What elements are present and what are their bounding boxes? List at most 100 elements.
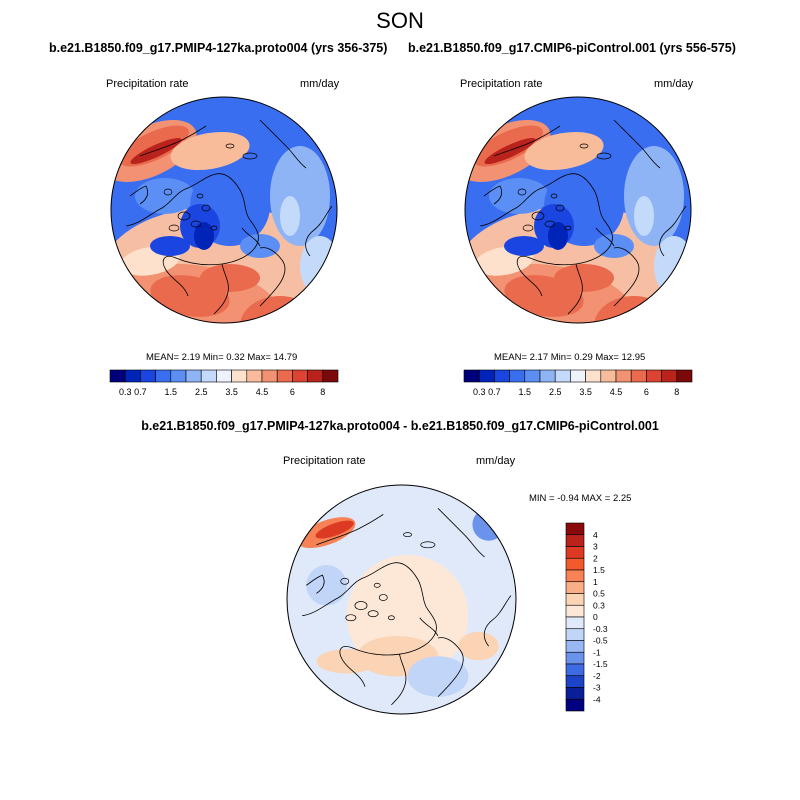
- colorbar-tick-label: -1.5: [593, 659, 608, 669]
- colorbar-swatch: [216, 369, 232, 383]
- coastline: [302, 508, 512, 706]
- precip-field: [135, 178, 195, 214]
- island: [420, 541, 436, 549]
- precip-field: [594, 296, 674, 323]
- precip-field: [524, 131, 604, 171]
- colorbar-swatch: [109, 369, 126, 383]
- colorbar-swatch: [565, 546, 585, 559]
- colorbar-tick-label: -3: [593, 683, 601, 693]
- island: [367, 610, 379, 618]
- colorbar-swatch: [155, 369, 172, 383]
- map-border: [110, 96, 338, 324]
- precip-field: [316, 649, 378, 674]
- coastline-path: [437, 637, 464, 698]
- coastline-path: [479, 173, 613, 297]
- map-border: [464, 96, 692, 324]
- island: [163, 188, 173, 196]
- colorbar-swatch: [661, 369, 678, 383]
- colorbar-tick-label: 1.5: [593, 565, 605, 575]
- colorbar-tick-label: -0.3: [593, 624, 608, 634]
- colorbar-swatch: [565, 581, 585, 594]
- precip-field: [150, 236, 190, 256]
- island: [201, 204, 211, 212]
- precip-field: [554, 264, 614, 292]
- colorbar-tick-label: 3.5: [579, 387, 592, 397]
- colorbar-swatch: [170, 369, 187, 383]
- panel-right-units: mm/day: [654, 78, 694, 90]
- coastline-path: [129, 185, 148, 205]
- panel-left-stats: MEAN= 2.19 Min= 0.32 Max= 14.79: [146, 352, 298, 363]
- precip-field: [130, 137, 182, 165]
- coastline-path: [659, 205, 687, 257]
- colorbar-tick-label: -0.5: [593, 636, 608, 646]
- colorbar-tick-label: 2.5: [195, 387, 208, 397]
- island: [196, 193, 204, 199]
- panel-right-var-label: Precipitation rate: [460, 78, 543, 90]
- colorbar-swatch: [307, 369, 324, 383]
- coastline: [125, 119, 333, 315]
- colorbar-swatch: [565, 628, 585, 641]
- colorbar-tick-label: -2: [593, 671, 601, 681]
- colorbar-swatch: [200, 369, 217, 383]
- colorbar-tick-label: 3.5: [225, 387, 238, 397]
- panel-right-title: b.e21.B1850.f09_g17.CMIP6-piControl.001 …: [408, 41, 736, 55]
- panel-left-units: mm/day: [300, 78, 340, 90]
- island: [177, 211, 191, 221]
- colorbar-swatch: [676, 369, 693, 383]
- coastline-path: [595, 227, 615, 247]
- colorbar-tick-label: 6: [644, 387, 649, 397]
- precip-field: [306, 565, 347, 606]
- island: [387, 615, 395, 621]
- coastline: [479, 119, 687, 315]
- island: [354, 601, 368, 610]
- island: [378, 594, 388, 601]
- precip-field: [458, 631, 499, 661]
- colorbar-tick-label: 0.3: [593, 600, 605, 610]
- colorbar-swatch: [463, 369, 480, 383]
- coastline-path: [613, 119, 661, 169]
- colorbar-swatch: [494, 369, 510, 383]
- coastline-path: [419, 617, 439, 637]
- colorbar-swatch: [322, 369, 339, 383]
- panel-diff-units: mm/day: [476, 455, 516, 467]
- island: [210, 225, 218, 231]
- colorbar-swatch: [524, 369, 541, 383]
- colorbar-swatch: [539, 369, 556, 383]
- panel-diff-var-label: Precipitation rate: [283, 455, 366, 467]
- colorbar-swatch: [124, 369, 141, 383]
- island: [403, 532, 412, 538]
- map-right: [464, 96, 692, 324]
- colorbar-swatch: [276, 369, 293, 383]
- colorbar-swatch: [630, 369, 647, 383]
- coastline-path: [125, 173, 259, 297]
- coastline-path: [391, 654, 407, 706]
- precip-field: [315, 520, 354, 539]
- colorbar-swatch: [231, 369, 248, 383]
- colorbar-swatch: [585, 369, 602, 383]
- coastline-path: [302, 562, 437, 687]
- coastline-path: [305, 205, 333, 257]
- panel-left-title: b.e21.B1850.f09_g17.PMIP4-127ka.proto004…: [49, 41, 388, 55]
- colorbar-tick-label: 0.7: [488, 387, 501, 397]
- island: [550, 193, 558, 199]
- colorbar-tick-label: 1.5: [519, 387, 532, 397]
- colorbar-tick-label: 0.3: [119, 387, 132, 397]
- colorbar-tick-label: 0.3: [473, 387, 486, 397]
- colorbar-tick-label: 0.7: [134, 387, 147, 397]
- island: [522, 224, 534, 232]
- colorbar-swatch: [646, 369, 662, 383]
- precip-field: [270, 146, 330, 246]
- precip-field: [194, 222, 214, 250]
- colorbar-swatch: [565, 593, 585, 606]
- colorbar-tick-label: 4.5: [610, 387, 623, 397]
- colorbar-swatch: [246, 369, 263, 383]
- colorbar-swatch: [565, 663, 585, 677]
- coastline-path: [316, 514, 384, 546]
- season-title: SON: [376, 8, 424, 33]
- coastline-path: [483, 185, 502, 205]
- island: [242, 152, 258, 160]
- island: [190, 220, 202, 228]
- precip-field: [489, 178, 549, 214]
- colorbar-tick-label: 4.5: [256, 387, 269, 397]
- colorbar-swatch: [565, 651, 585, 665]
